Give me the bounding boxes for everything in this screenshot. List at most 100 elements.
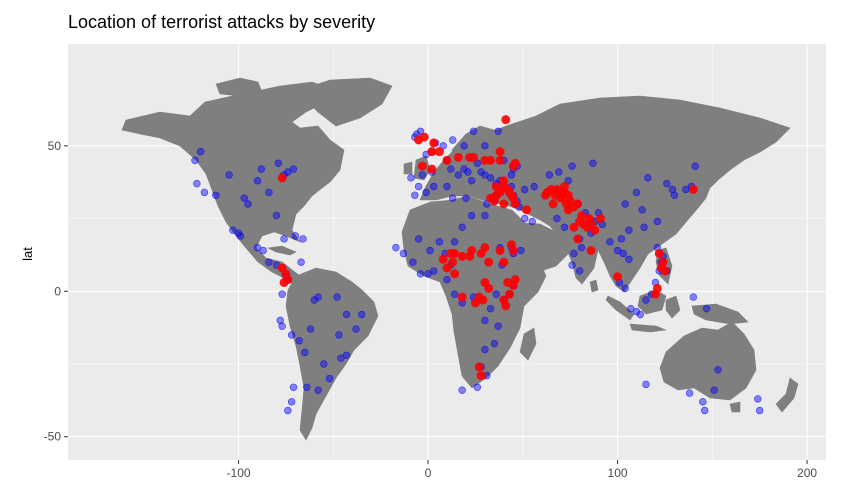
data-point	[464, 168, 472, 176]
data-point	[430, 182, 438, 191]
data-point	[570, 249, 578, 258]
data-point	[654, 248, 664, 258]
data-point	[495, 155, 505, 165]
data-point	[663, 179, 671, 188]
data-point	[450, 290, 459, 298]
data-point	[462, 194, 470, 202]
data-point	[427, 147, 437, 157]
data-point	[278, 290, 286, 298]
land-arctic-islands	[215, 77, 263, 97]
data-point	[284, 406, 292, 415]
data-point	[495, 246, 505, 256]
data-point	[481, 211, 489, 220]
data-point	[409, 258, 417, 266]
y-tick-label: 50	[48, 139, 62, 153]
land-sulawesi	[665, 295, 681, 319]
data-point	[642, 296, 650, 304]
data-point	[621, 284, 629, 293]
data-point	[240, 194, 248, 202]
data-point	[481, 142, 489, 150]
points-high-severity	[277, 115, 698, 381]
data-point	[573, 234, 583, 244]
data-point	[467, 177, 476, 185]
data-point	[265, 188, 273, 197]
data-point	[272, 211, 281, 220]
data-point	[435, 238, 444, 246]
data-point	[510, 275, 520, 285]
data-point	[306, 325, 315, 333]
data-point	[691, 162, 699, 170]
land-south-america	[285, 267, 379, 441]
data-point	[279, 278, 289, 288]
data-point	[448, 194, 457, 202]
data-point	[352, 325, 360, 333]
data-point	[640, 223, 648, 231]
land-sumatra	[605, 295, 635, 321]
data-point	[299, 235, 307, 243]
data-point	[274, 159, 283, 167]
data-point	[470, 298, 480, 308]
data-point	[689, 293, 698, 301]
data-point	[568, 162, 576, 170]
y-axis-ticks: -50 0 50	[44, 139, 68, 444]
data-point	[438, 254, 448, 264]
data-point	[702, 305, 711, 313]
data-point	[265, 258, 273, 266]
data-point	[501, 301, 511, 311]
data-point	[458, 386, 466, 394]
data-point	[257, 165, 265, 173]
data-point	[457, 251, 467, 261]
data-point	[517, 246, 525, 255]
data-point	[619, 249, 627, 258]
data-point	[481, 345, 489, 354]
data-point	[660, 266, 670, 276]
data-point	[358, 310, 366, 319]
land-japan	[689, 175, 713, 211]
data-point	[507, 171, 516, 179]
data-point	[417, 161, 427, 171]
data-point	[212, 191, 220, 199]
land-ireland	[403, 161, 413, 175]
data-point	[486, 305, 495, 313]
data-point	[414, 135, 424, 145]
data-point	[297, 258, 305, 266]
data-point	[447, 165, 455, 173]
data-point	[426, 246, 434, 255]
data-point	[325, 374, 334, 383]
data-point	[200, 188, 209, 197]
data-point	[448, 136, 457, 144]
data-point	[494, 127, 502, 135]
data-point	[416, 270, 425, 278]
data-point	[586, 246, 596, 256]
data-point	[225, 171, 233, 179]
data-point	[638, 206, 646, 214]
data-point	[668, 185, 677, 194]
data-point	[486, 174, 495, 182]
y-tick-label: 0	[54, 284, 61, 298]
data-point	[196, 147, 205, 156]
data-point	[473, 383, 482, 391]
land-greenland	[299, 77, 393, 127]
data-point	[617, 235, 626, 243]
land-java	[629, 323, 667, 333]
data-point	[670, 191, 679, 199]
land-cuba	[267, 245, 297, 256]
data-point	[632, 188, 641, 197]
data-point	[422, 188, 430, 197]
data-point	[625, 226, 633, 234]
data-point	[287, 331, 296, 339]
data-point	[520, 185, 529, 194]
data-point	[460, 142, 468, 150]
data-point	[508, 161, 518, 171]
data-point	[476, 371, 486, 381]
land-sri-lanka	[589, 279, 599, 293]
data-point	[621, 200, 629, 208]
data-point	[333, 293, 341, 301]
data-point	[520, 214, 529, 223]
land-new-zealand	[775, 377, 799, 413]
data-point	[508, 246, 518, 256]
data-point	[424, 270, 432, 278]
data-point	[560, 223, 569, 231]
data-point	[295, 337, 303, 345]
